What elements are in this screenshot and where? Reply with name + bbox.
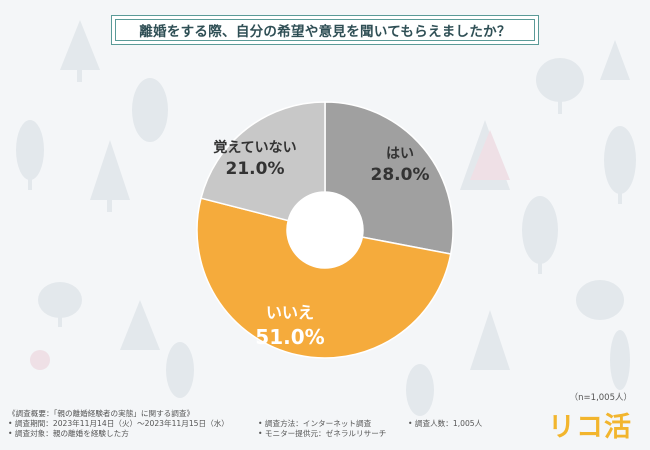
- survey-count: • 調査人数：1,005人: [408, 419, 483, 428]
- slice-value-2: 21.0%: [226, 159, 285, 179]
- slice-value-1: 51.0%: [255, 325, 324, 349]
- survey-period: • 調査期間：2023年11月14日（火）〜2023年11月15日（水）: [8, 419, 229, 428]
- survey-provider: • モニター提供元：ゼネラルリサーチ: [258, 429, 387, 438]
- brand-logo: リコ活: [548, 412, 632, 443]
- question-title-box: 離婚をする際、自分の希望や意見を聞いてもらえましたか？: [111, 15, 539, 45]
- donut-hole: [287, 192, 363, 268]
- slice-label-1: いいえ: [266, 303, 314, 322]
- sample-size-note: （n=1,005人）: [569, 393, 632, 403]
- slice-label-0: はい: [386, 146, 414, 162]
- slice-label-2: 覚えていない: [213, 139, 296, 156]
- slice-value-0: 28.0%: [371, 165, 430, 185]
- survey-subjects: • 調査対象：親の離婚を経験した方: [8, 429, 129, 438]
- survey-method: • 調査方法：インターネット調査: [258, 419, 372, 428]
- question-title: 離婚をする際、自分の希望や意見を聞いてもらえましたか？: [139, 24, 511, 40]
- survey-overview: 《調査概要：「親の離婚経験者の実態」に関する調査》: [8, 409, 195, 418]
